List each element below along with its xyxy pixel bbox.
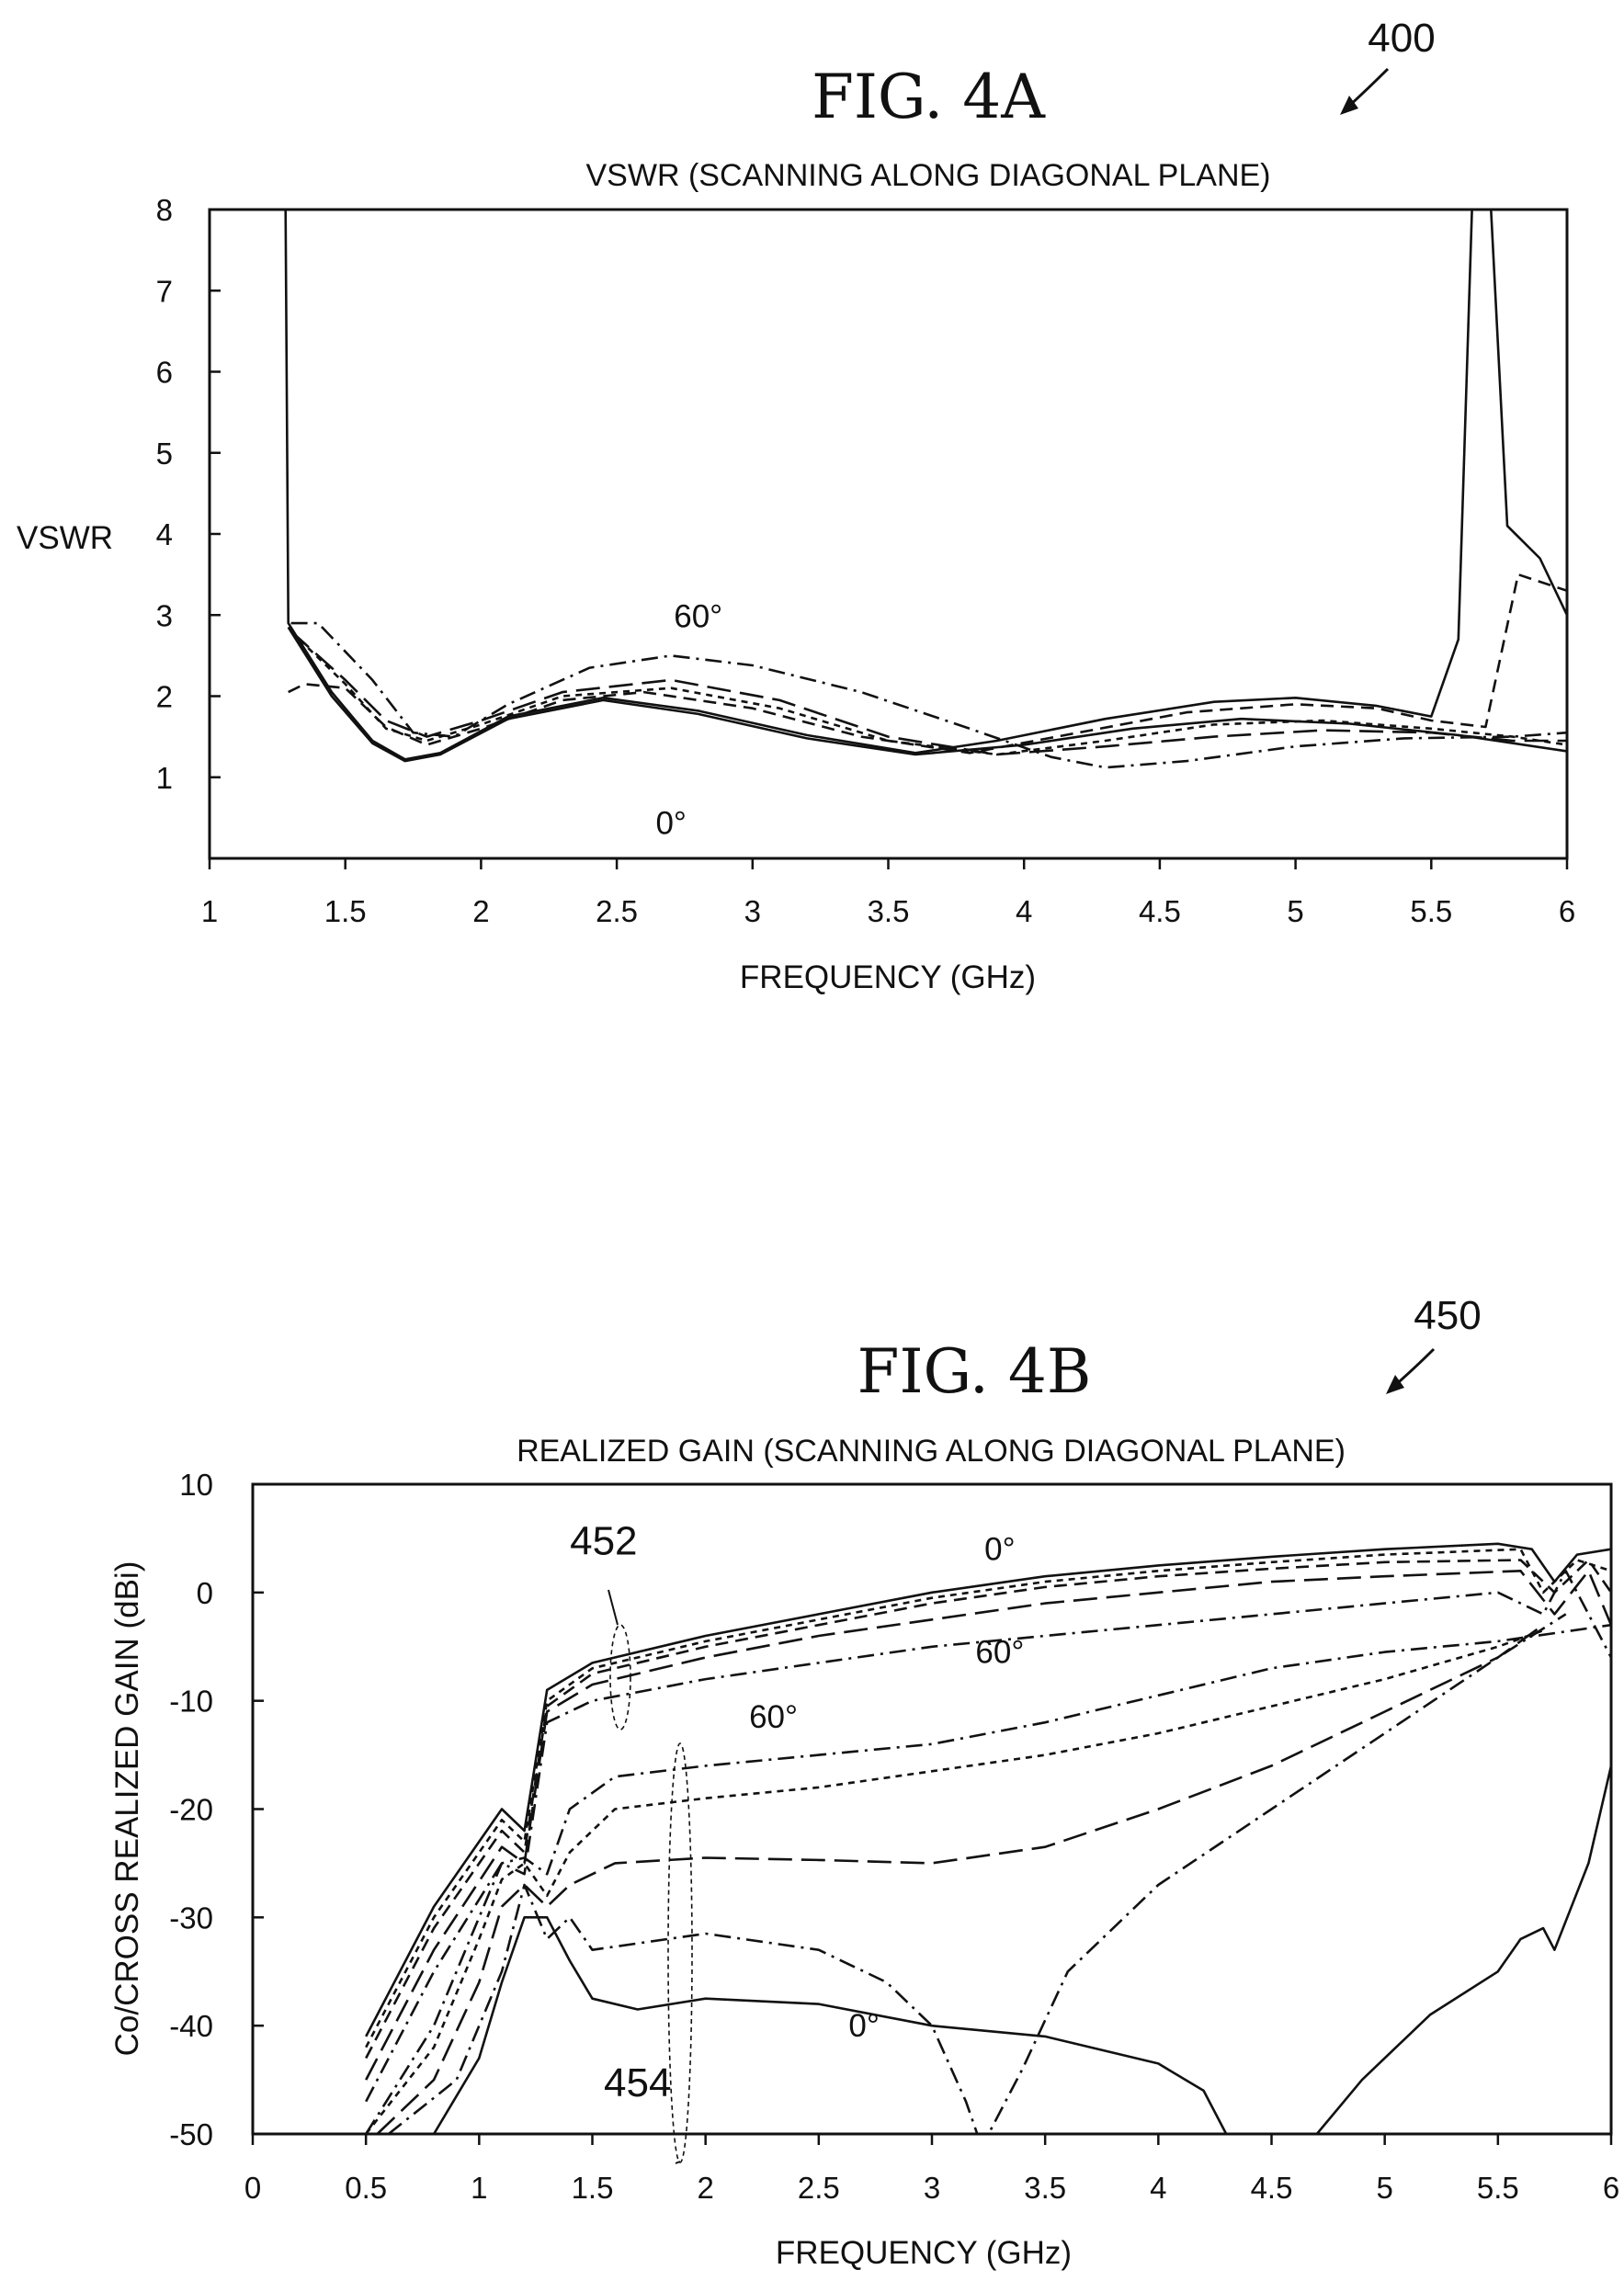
series-line-10	[432, 1765, 1611, 2134]
y-tick-labels: 10 0 -10 -20 -30 -40 -50	[169, 1468, 264, 2151]
reference-number: 450	[1414, 1293, 1481, 1338]
series-line-5	[290, 630, 1567, 756]
x-tick-label: 6	[1559, 894, 1575, 928]
y-tick-label: -10	[169, 1685, 213, 1719]
x-tick-label: 1	[201, 894, 218, 928]
x-tick-label: 2	[697, 2171, 713, 2205]
series-group	[365, 1542, 1611, 2134]
group-ellipse-452	[609, 1624, 631, 1731]
y-tick-label: -20	[169, 1793, 213, 1827]
x-tick-label: 2.5	[798, 2171, 840, 2205]
y-tick-label: 2	[156, 680, 173, 714]
x-tick-label: 1	[471, 2171, 487, 2205]
x-tick-label: 2	[472, 894, 489, 928]
x-tick-label: 5.5	[1410, 894, 1452, 928]
x-tick-label: 3	[744, 894, 761, 928]
series-line-1	[365, 1542, 1611, 2037]
x-tick-label: 5	[1287, 894, 1303, 928]
y-tick-label: -30	[169, 1901, 213, 1935]
series-line-6	[365, 1623, 1611, 2134]
y-tick-label: 0	[197, 1576, 213, 1610]
series-line-3	[288, 573, 1567, 755]
y-tick-label: -50	[169, 2117, 213, 2151]
chart-title: VSWR (SCANNING ALONG DIAGONAL PLANE)	[586, 158, 1271, 193]
y-tick-label: -40	[169, 2009, 213, 2043]
x-tick-label: 5.5	[1477, 2171, 1519, 2205]
reference-arrowhead	[1386, 1375, 1404, 1394]
chart-title: REALIZED GAIN (SCANNING ALONG DIAGONAL P…	[517, 1434, 1346, 1469]
x-axis-label: FREQUENCY (GHz)	[740, 959, 1036, 995]
angle-label: 60°	[674, 598, 722, 634]
y-axis-label: Co/CROSS REALIZED GAIN (dBi)	[109, 1561, 145, 2057]
x-tick-label: 4.5	[1139, 894, 1181, 928]
y-tick-label: 6	[156, 356, 173, 390]
angle-label: 60°	[749, 1699, 798, 1735]
x-tick-label: 4	[1150, 2171, 1166, 2205]
angle-label: 0°	[655, 806, 686, 842]
x-tick-label: 5	[1376, 2171, 1392, 2205]
angle-label: 0°	[848, 2008, 879, 2044]
y-tick-label: 1	[156, 761, 173, 795]
y-tick-label: 4	[156, 517, 173, 551]
annotation-group: 452 454 0° 60° 60° 0°	[570, 1519, 1024, 2105]
x-tick-labels: 0 0.5 1 1.5 2 2.5 3 3.5 4 4.5 5 5.5 6	[244, 2134, 1619, 2205]
series-line-4	[365, 1570, 1611, 2081]
reference-arrowhead	[1340, 96, 1358, 115]
series-line-3	[365, 1559, 1611, 2060]
x-tick-label: 4	[1016, 894, 1032, 928]
reference-number: 400	[1368, 16, 1435, 61]
series-line-6	[290, 621, 1567, 769]
series-line-2	[365, 1548, 1611, 2048]
y-tick-label: 10	[179, 1468, 213, 1502]
x-tick-label: 3	[924, 2171, 940, 2205]
leader-line-452	[608, 1589, 619, 1626]
angle-label: 0°	[984, 1531, 1015, 1567]
y-tick-label: 8	[156, 193, 173, 227]
y-axis-label: VSWR	[17, 520, 113, 556]
x-tick-label: 3.5	[868, 894, 910, 928]
y-tick-label: 7	[156, 274, 173, 308]
series-line-1	[284, 210, 1567, 761]
y-tick-labels: 1 2 3 4 5 6 7 8	[156, 193, 221, 795]
annotation-group: 60° 0°	[655, 598, 722, 841]
x-tick-labels: 1 1.5 2 2.5 3 3.5 4 4.5 5 5.5 6	[201, 858, 1575, 928]
reference-label: 454	[604, 2060, 671, 2105]
angle-label: 60°	[975, 1634, 1024, 1670]
y-tick-label: 5	[156, 437, 173, 471]
figure-label: FIG. 4A	[812, 62, 1046, 132]
group-ellipse-454	[667, 1742, 693, 2163]
x-tick-label: 1.5	[324, 894, 367, 928]
series-line-8	[376, 1624, 1544, 2134]
x-tick-label: 0	[244, 2171, 261, 2205]
x-tick-label: 2.5	[596, 894, 638, 928]
plot-frame	[208, 208, 1569, 860]
series-line-5	[365, 1570, 1611, 2103]
figure-4b: FIG. 4B 450 REALIZED GAIN (SCANNING ALON…	[109, 1293, 1619, 2271]
reference-label: 452	[570, 1519, 637, 1564]
figure-label: FIG. 4B	[857, 1336, 1092, 1407]
x-tick-label: 1.5	[572, 2171, 614, 2205]
x-tick-label: 4.5	[1251, 2171, 1293, 2205]
x-axis-label: FREQUENCY (GHz)	[776, 2235, 1072, 2271]
figure-4a: FIG. 4A 400 VSWR (SCANNING ALONG DIAGONA…	[17, 16, 1575, 995]
series-line-4	[290, 630, 1567, 756]
x-tick-label: 6	[1603, 2171, 1619, 2205]
y-tick-label: 3	[156, 598, 173, 632]
x-tick-label: 0.5	[345, 2171, 387, 2205]
series-line-7	[365, 1628, 1544, 2134]
leader-line-454	[675, 2161, 681, 2164]
x-tick-label: 3.5	[1024, 2171, 1066, 2205]
series-line-9	[387, 1613, 1567, 2134]
series-group	[284, 210, 1567, 769]
